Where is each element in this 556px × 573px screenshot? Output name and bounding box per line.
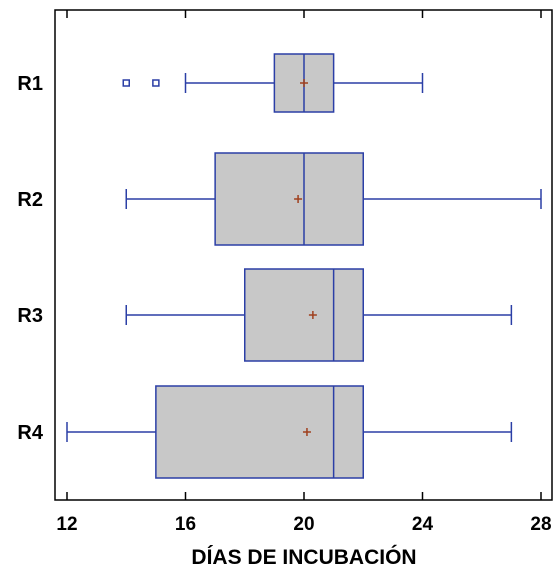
box-iqr <box>244 268 364 362</box>
box-iqr <box>214 152 364 246</box>
category-label: R1 <box>17 73 43 95</box>
x-tick-label: 28 <box>530 514 551 535</box>
x-tick-label: 20 <box>293 514 314 535</box>
x-tick-label: 24 <box>412 514 434 535</box>
x-axis-title: DÍAS DE INCUBACIÓN <box>191 545 416 569</box>
box-group-r3 <box>125 268 513 362</box>
outlier-point <box>152 79 160 87</box>
box-iqr <box>155 385 364 479</box>
category-label: R4 <box>17 422 43 444</box>
category-label: R3 <box>17 305 43 327</box>
category-label: R2 <box>17 189 43 211</box>
box-group-r4 <box>66 385 513 479</box>
x-tick-label: 16 <box>175 514 196 535</box>
chart-axes: R1 R2 R3 R4 12 16 20 24 28 <box>17 10 552 535</box>
outlier-point <box>122 79 130 87</box>
chart-marks <box>66 53 542 479</box>
box-group-r1 <box>122 53 424 113</box>
box-group-r2 <box>125 152 542 246</box>
x-tick-label: 12 <box>56 514 77 535</box>
